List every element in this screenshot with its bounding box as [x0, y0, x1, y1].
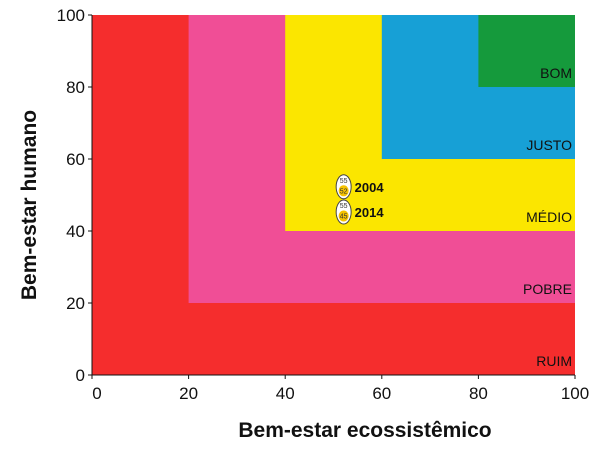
y-tick-label: 40 — [66, 222, 85, 241]
x-tick-label: 80 — [469, 384, 488, 403]
y-tick-labels: 0 20 40 60 80 100 — [57, 6, 92, 385]
egg-yolk — [338, 185, 349, 197]
y-tick-label: 80 — [66, 78, 85, 97]
x-axis-title: Bem-estar ecossistêmico — [238, 419, 491, 442]
y-tick-label: 0 — [76, 366, 85, 385]
x-tick-label: 100 — [561, 384, 589, 403]
zone-label-pobre: POBRE — [523, 281, 572, 297]
x-tick-label: 40 — [276, 384, 295, 403]
point-year-label: 2004 — [355, 180, 385, 195]
point-year-label: 2014 — [355, 205, 385, 220]
egg-yolk — [338, 210, 349, 222]
y-tick-label: 20 — [66, 294, 85, 313]
zone-labels: RUIM POBRE MÉDIO JUSTO BOM — [523, 65, 572, 369]
egg-bottom-value: 45 — [340, 214, 348, 221]
x-tick-label: 0 — [92, 384, 101, 403]
y-tick-label: 60 — [66, 150, 85, 169]
data-points: 55 52 2004 55 45 2014 — [335, 174, 385, 225]
point-2014: 55 45 2014 — [335, 199, 385, 225]
zone-label-bom: BOM — [540, 65, 572, 81]
axes — [91, 15, 575, 376]
zone-bom — [478, 15, 575, 87]
point-2004: 55 52 2004 — [335, 174, 385, 200]
y-tick-label: 100 — [57, 6, 85, 25]
x-tick-label: 20 — [179, 384, 198, 403]
x-tick-labels: 0 20 40 60 80 100 — [91, 375, 589, 403]
egg-bottom-value: 52 — [340, 188, 348, 195]
egg-top-value: 55 — [340, 178, 348, 185]
zone-areas — [92, 15, 575, 375]
x-tick-label: 60 — [372, 384, 391, 403]
zone-label-justo: JUSTO — [526, 137, 572, 153]
y-axis-title: Bem-estar humano — [18, 110, 41, 300]
egg-top-value: 55 — [340, 203, 348, 210]
zone-label-mdio: MÉDIO — [526, 209, 572, 225]
zone-label-ruim: RUIM — [536, 353, 572, 369]
